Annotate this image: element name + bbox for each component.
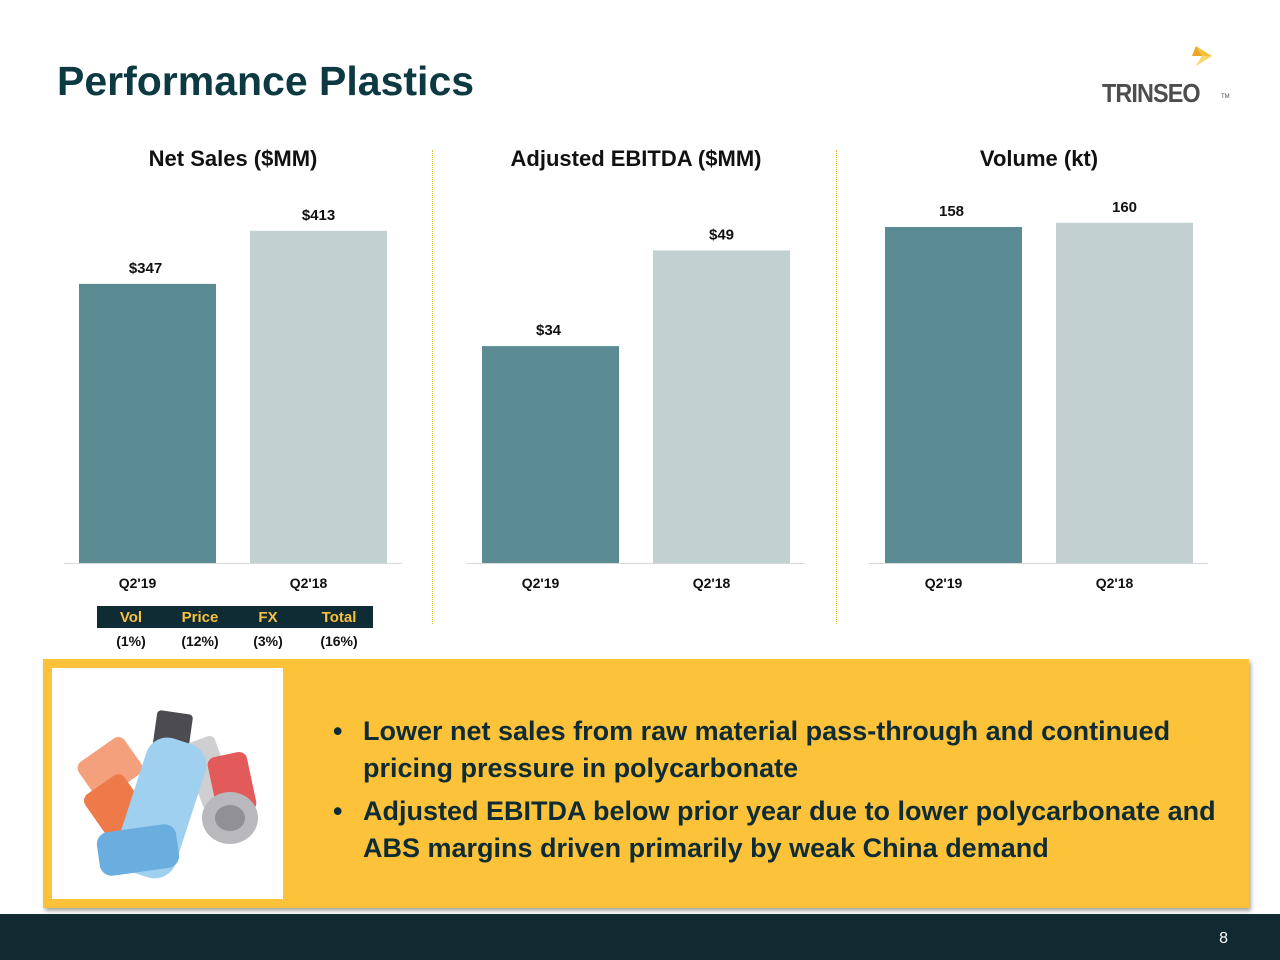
bridge-value-fx: (3%) bbox=[253, 633, 283, 649]
data-label: $34 bbox=[536, 322, 562, 339]
commentary-bullets: • Lower net sales from raw material pass-… bbox=[323, 713, 1233, 873]
bar-q218 bbox=[250, 230, 387, 563]
x-tick-label: Q2'18 bbox=[693, 575, 731, 591]
inhaler-image bbox=[52, 668, 283, 899]
logo-mark-icon bbox=[1192, 46, 1212, 66]
bar-q219 bbox=[79, 283, 216, 563]
bar-q218 bbox=[653, 250, 790, 563]
data-label: 158 bbox=[939, 203, 964, 220]
bar-q218 bbox=[1056, 222, 1193, 563]
bridge-value-price: (12%) bbox=[181, 633, 219, 649]
bullet-text: Lower net sales from raw material pass-t… bbox=[363, 716, 1171, 783]
bullet-item: • Adjusted EBITDA below prior year due to… bbox=[333, 796, 1216, 863]
logo-wordmark: TRINSEO bbox=[1102, 78, 1201, 108]
x-tick-label: Q2'19 bbox=[925, 575, 963, 591]
page-title: Performance Plastics bbox=[57, 58, 475, 104]
chart-title-volume: Volume (kt) bbox=[979, 146, 1099, 171]
bridge-header-vol: Vol bbox=[119, 609, 143, 626]
x-tick-label: Q2'18 bbox=[290, 575, 328, 591]
data-label: 160 bbox=[1112, 199, 1137, 216]
chart-title-net-sales: Net Sales ($MM) bbox=[148, 146, 318, 171]
bridge-header-price: Price bbox=[181, 609, 219, 626]
bridge-header-total: Total bbox=[321, 609, 357, 626]
data-label: $347 bbox=[129, 260, 162, 277]
data-label: $49 bbox=[709, 226, 734, 243]
bar-q219 bbox=[885, 227, 1022, 563]
footer-bar: 8 bbox=[0, 914, 1280, 960]
bridge-value-total: (16%) bbox=[320, 633, 358, 649]
x-tick-label: Q2'18 bbox=[1096, 575, 1134, 591]
bullet-text: Adjusted EBITDA below prior year due to … bbox=[363, 796, 1216, 863]
trinseo-logo: TRINSEO TM bbox=[1102, 42, 1230, 108]
logo-trademark: TM bbox=[1221, 94, 1230, 100]
bar-charts: $347 Q2'19 $413 Q2'18 $34 Q2'19 $49 Q2'18 158 Q2'… bbox=[64, 199, 1208, 591]
chart-title-ebitda: Adjusted EBITDA ($MM) bbox=[510, 146, 762, 171]
bridge-value-vol: (1%) bbox=[116, 633, 146, 649]
bullet-item: • Lower net sales from raw material pass-… bbox=[333, 716, 1171, 783]
inhaler-icon bbox=[77, 710, 258, 879]
x-tick-label: Q2'19 bbox=[119, 575, 157, 591]
sales-bridge-header: Vol Price FX Total bbox=[97, 606, 373, 628]
data-label: $413 bbox=[302, 207, 335, 224]
chart-divider bbox=[836, 150, 837, 624]
page-number: 8 bbox=[1219, 930, 1228, 947]
x-tick-label: Q2'19 bbox=[522, 575, 560, 591]
bridge-header-fx: FX bbox=[258, 609, 278, 626]
bar-q219 bbox=[482, 346, 619, 563]
chart-divider bbox=[432, 150, 433, 624]
commentary-callout: • Lower net sales from raw material pass-… bbox=[43, 659, 1249, 908]
